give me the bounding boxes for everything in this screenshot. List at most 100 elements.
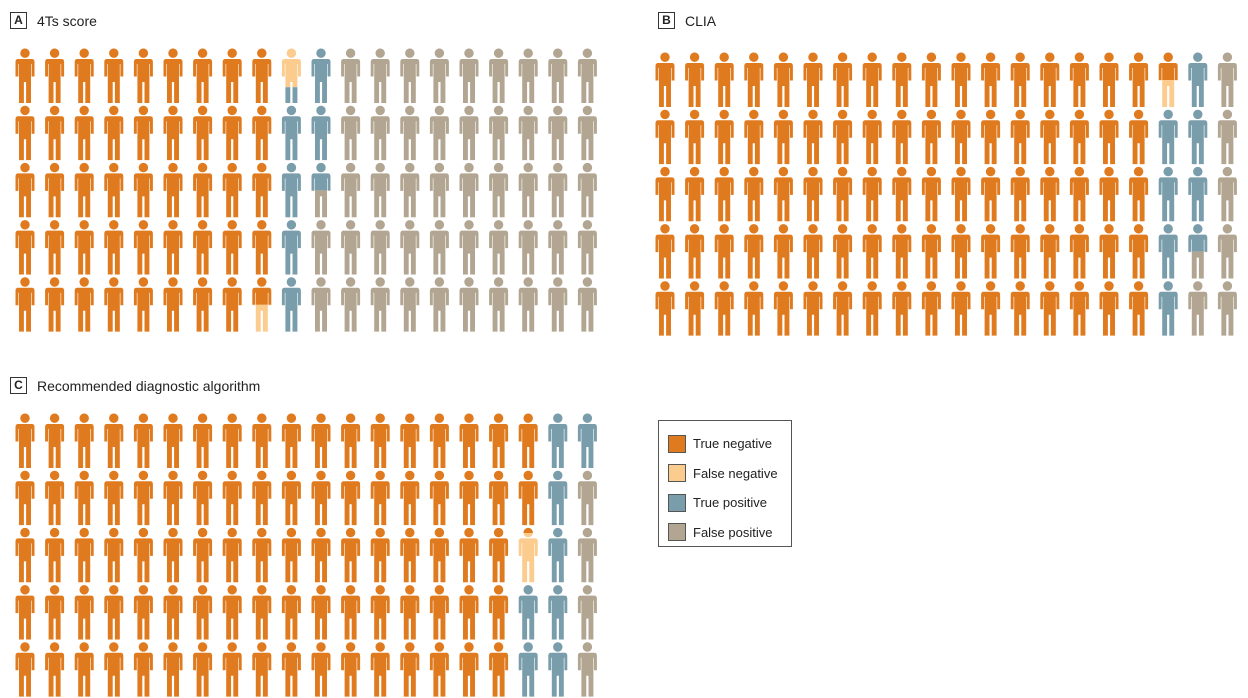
person-icon [370,48,390,103]
person-icon [281,220,301,275]
person-icon [489,162,509,218]
person-icon [104,585,124,640]
person-icon [685,281,705,336]
legend: True negative False negative True positi… [658,420,792,547]
person-icon [74,413,94,468]
person-icon [74,277,94,332]
person-icon [252,162,272,218]
person-icon [773,52,793,107]
person-icon [459,642,479,697]
person-icon [518,220,538,275]
person-icon [133,105,153,161]
person-icon [744,166,764,222]
person-icon [400,162,420,218]
person-icon [400,470,420,526]
person-icon [193,48,213,103]
person-icon [222,585,242,640]
legend-item-true-positive: True positive [668,488,791,518]
person-icon [104,470,124,526]
legend-item-false-positive: False positive [668,518,791,548]
person-icon [252,220,272,275]
person-icon [518,48,538,103]
person-icon [74,105,94,161]
person-icon [459,277,479,332]
person-icon [193,527,213,583]
person-icon [1010,166,1030,222]
person-icon [429,413,449,468]
person-icon [193,105,213,161]
person-icon [981,281,1001,336]
person-icon [104,642,124,697]
person-icon [862,52,882,107]
panel-c-letter: C [10,377,27,394]
panel-a-label: 4Ts score [37,12,97,29]
person-icon [489,105,509,161]
legend-swatch-false-positive [668,523,686,542]
person-icon [892,166,912,222]
person-icon [803,166,823,222]
person-icon [252,413,272,468]
person-icon [1040,52,1060,107]
person-icon [341,527,361,583]
person-icon [981,52,1001,107]
person-icon [518,642,538,697]
legend-swatch-true-negative [668,434,686,453]
person-icon [459,48,479,103]
person-icon [459,470,479,526]
person-icon [15,585,35,640]
person-icon [548,277,568,332]
person-icon [655,281,675,336]
panel-b-label: CLIA [685,12,717,29]
person-icon [981,166,1001,222]
legend-swatch-false-negative [668,464,686,483]
person-icon [577,220,597,275]
person-icon [655,224,675,279]
legend-swatch-true-positive [668,493,686,512]
person-icon [104,48,124,103]
person-icon [459,413,479,468]
person-icon [773,166,793,222]
person-icon [577,527,597,583]
person-icon [163,470,183,526]
person-icon [133,162,153,218]
person-icon [281,470,301,526]
person-icon [163,105,183,161]
person-icon [1129,166,1149,222]
person-icon [862,109,882,165]
person-icon [15,470,35,526]
person-icon [163,527,183,583]
person-icon [921,224,941,279]
person-icon [341,162,361,218]
person-icon [1069,224,1089,279]
person-icon [193,470,213,526]
person-icon [833,281,853,336]
person-icon [222,220,242,275]
person-icon [685,224,705,279]
person-icon [833,166,853,222]
person-icon [133,642,153,697]
person-icon [921,109,941,165]
person-icon [892,52,912,107]
panel-b-title: B CLIA [658,12,716,29]
person-icon [400,585,420,640]
person-icon [193,585,213,640]
panel-c-title: C Recommended diagnostic algorithm [10,377,260,394]
person-icon [714,224,734,279]
person-icon [1040,166,1060,222]
person-icon [311,220,331,275]
person-icon [163,413,183,468]
person-icon [489,413,509,468]
person-icon [1069,166,1089,222]
person-icon [1129,109,1149,165]
person-icon [370,220,390,275]
person-icon [15,220,35,275]
legend-item-false-negative: False negative [668,459,791,489]
person-icon [281,585,301,640]
person-icon [548,642,568,697]
person-icon [311,105,331,161]
person-icon [548,105,568,161]
person-icon [489,642,509,697]
person-icon [833,109,853,165]
person-icon [429,642,449,697]
person-icon [489,277,509,332]
